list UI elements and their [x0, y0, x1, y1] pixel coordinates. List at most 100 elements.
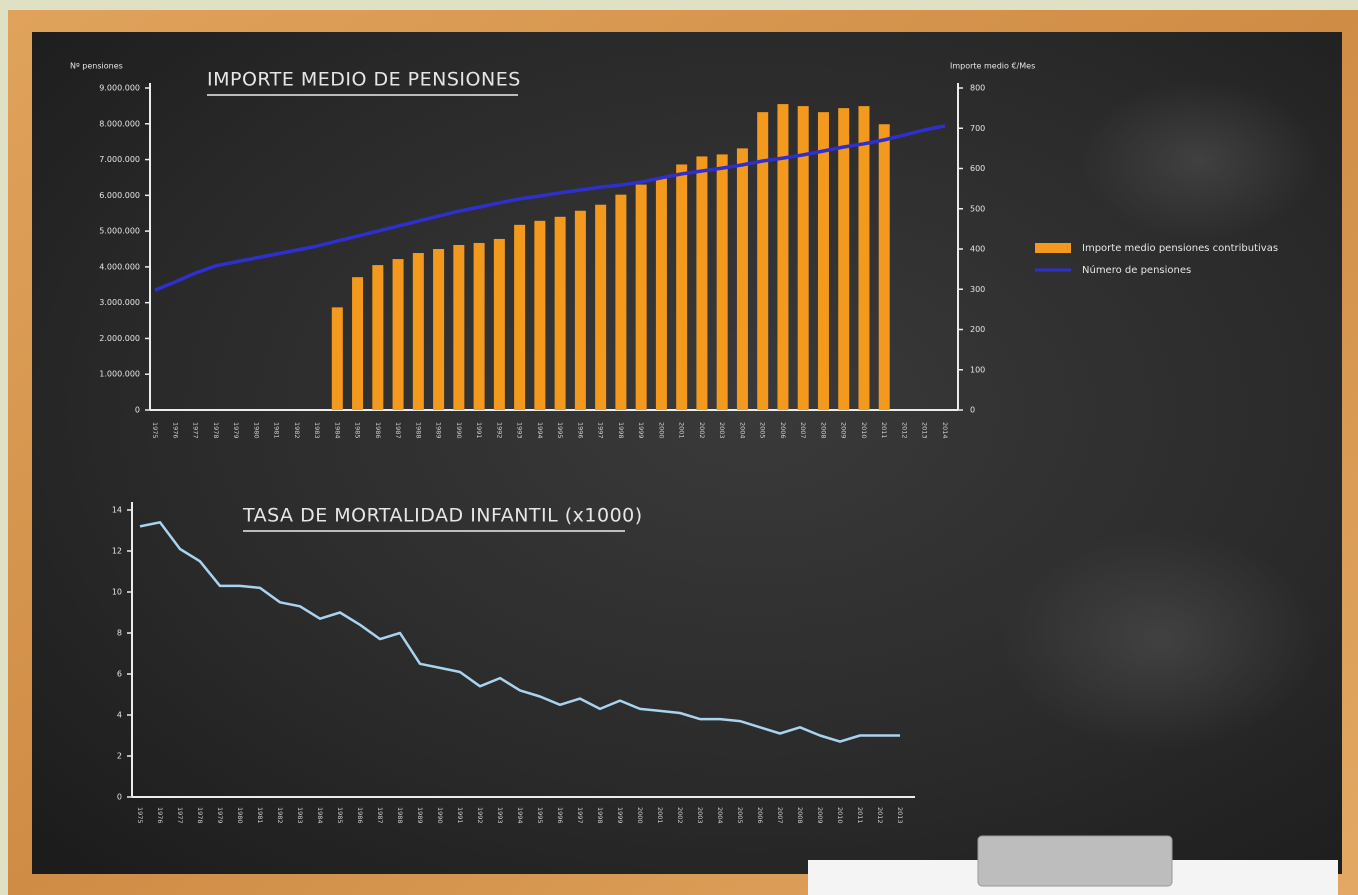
x-tick-label: 2013	[921, 422, 929, 439]
y-tick-label: 1.000.000	[99, 370, 140, 379]
x-tick-label: 2014	[941, 422, 949, 439]
y-tick-label: 0	[117, 793, 122, 802]
x-tick-label: 1986	[374, 422, 382, 439]
x-tick-label: 2009	[816, 807, 824, 824]
x-tick-label: 1994	[536, 422, 544, 439]
x-tick-label: 2005	[759, 422, 767, 439]
x-tick-label: 1980	[252, 422, 260, 439]
x-tick-label: 1991	[456, 807, 464, 824]
x-tick-label: 2009	[840, 422, 848, 439]
legend-swatch	[1035, 243, 1071, 253]
y-tick-label: 800	[970, 84, 985, 93]
x-tick-label: 2013	[896, 807, 904, 824]
bar	[858, 106, 869, 410]
bar	[413, 253, 424, 410]
bar	[595, 205, 606, 410]
x-tick-label: 2011	[856, 807, 864, 824]
y-tick-label: 8.000.000	[99, 119, 140, 128]
x-tick-label: 1998	[617, 422, 625, 439]
x-tick-label: 1997	[597, 422, 605, 439]
bar	[534, 221, 545, 410]
y-tick-label: 4	[117, 711, 122, 720]
x-tick-label: 1984	[316, 807, 324, 824]
x-tick-label: 1998	[596, 807, 604, 824]
x-tick-label: 1981	[273, 422, 281, 439]
y-tick-label: 200	[970, 325, 985, 334]
bar	[879, 124, 890, 410]
x-tick-label: 1994	[516, 807, 524, 824]
x-tick-label: 1996	[576, 422, 584, 439]
x-tick-label: 1977	[192, 422, 200, 439]
x-tick-label: 1992	[495, 422, 503, 439]
y-tick-label: 600	[970, 164, 985, 173]
x-tick-label: 2003	[718, 422, 726, 439]
x-tick-label: 1975	[151, 422, 159, 439]
x-tick-label: 1995	[536, 807, 544, 824]
y-tick-label: 0	[970, 406, 975, 415]
bar	[696, 156, 707, 410]
x-tick-label: 2004	[738, 422, 746, 439]
y-tick-label: 14	[112, 506, 122, 515]
x-tick-label: 1982	[276, 807, 284, 824]
x-tick-label: 1996	[556, 807, 564, 824]
x-tick-label: 1995	[556, 422, 564, 439]
x-tick-label: 1989	[416, 807, 424, 824]
bar	[656, 179, 667, 410]
x-tick-label: 2000	[636, 807, 644, 824]
x-tick-label: 1975	[136, 807, 144, 824]
y-tick-label: 10	[112, 588, 122, 597]
x-tick-label: 1985	[336, 807, 344, 824]
y-tick-label: 8	[117, 629, 122, 638]
x-tick-label: 1988	[396, 807, 404, 824]
y-tick-label: 700	[970, 124, 985, 133]
bar	[717, 154, 728, 410]
x-tick-label: 2006	[779, 422, 787, 439]
y-tick-label: 300	[970, 285, 985, 294]
x-tick-label: 2010	[860, 422, 868, 439]
bar	[393, 259, 404, 410]
bar	[737, 148, 748, 410]
y-tick-label: 500	[970, 204, 985, 213]
bar	[818, 112, 829, 410]
bar	[636, 185, 647, 410]
x-tick-label: 2010	[836, 807, 844, 824]
x-tick-label: 2001	[656, 807, 664, 824]
x-tick-label: 1987	[376, 807, 384, 824]
x-tick-label: 2003	[696, 807, 704, 824]
y-tick-label: 5.000.000	[99, 227, 140, 236]
smudge	[1080, 80, 1320, 240]
x-tick-label: 1999	[616, 807, 624, 824]
bar	[514, 225, 525, 410]
legend-label: Importe medio pensiones contributivas	[1082, 243, 1278, 254]
y-tick-label: 7.000.000	[99, 155, 140, 164]
x-tick-label: 1988	[414, 422, 422, 439]
bar	[433, 249, 444, 410]
x-tick-label: 2007	[776, 807, 784, 824]
bar	[474, 243, 485, 410]
x-tick-label: 1979	[216, 807, 224, 824]
bar	[332, 307, 343, 410]
x-tick-label: 2008	[819, 422, 827, 439]
y-tick-label: 0	[135, 406, 140, 415]
bar	[777, 104, 788, 410]
y-tick-label: 9.000.000	[99, 84, 140, 93]
x-tick-label: 1979	[232, 422, 240, 439]
x-tick-label: 1983	[313, 422, 321, 439]
x-tick-label: 2004	[716, 807, 724, 824]
bar	[453, 245, 464, 410]
x-tick-label: 1978	[196, 807, 204, 824]
x-tick-label: 2008	[796, 807, 804, 824]
x-tick-label: 2002	[698, 422, 706, 439]
x-tick-label: 1992	[476, 807, 484, 824]
bar	[352, 277, 363, 410]
x-tick-label: 1982	[293, 422, 301, 439]
eraser	[978, 836, 1172, 886]
x-tick-label: 1981	[256, 807, 264, 824]
x-tick-label: 2012	[876, 807, 884, 824]
bar	[575, 211, 586, 410]
x-tick-label: 2006	[756, 807, 764, 824]
chalkboard: IMPORTE MEDIO DE PENSIONESNº pensionesIm…	[0, 0, 1358, 895]
y2-axis-label: Importe medio €/Mes	[950, 62, 1035, 71]
y-tick-label: 3.000.000	[99, 298, 140, 307]
y-tick-label: 4.000.000	[99, 262, 140, 271]
